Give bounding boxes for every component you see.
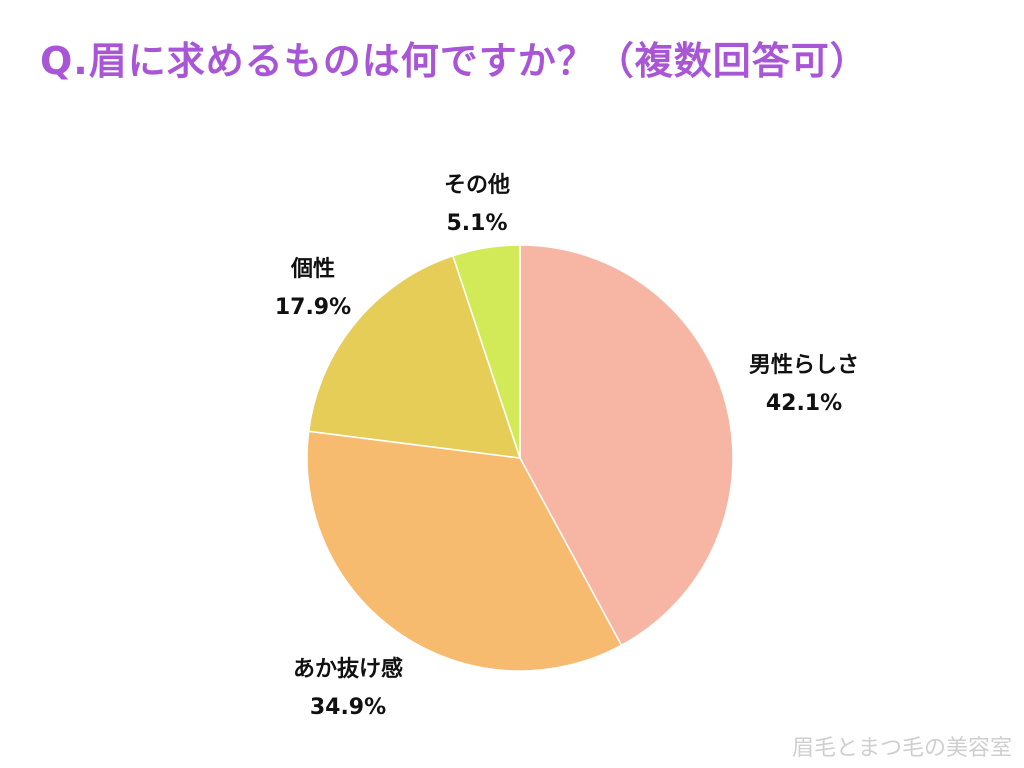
slice-category-label: 個性 [290,257,335,282]
slice-value-label: 17.9% [275,295,351,320]
watermark: 眉毛とまつ毛の美容室 [791,736,1012,761]
slice-value-label: 42.1% [766,391,842,416]
pie-slice-4 [451,244,521,459]
slice-value-label: 34.9% [310,695,386,720]
slice-category-label: その他 [444,173,510,198]
pie-labels: 男性らしさ 42.1% あか抜け感 34.9% 個性 17.9% その他 5.1% [275,173,859,720]
slice-category-label: あか抜け感 [293,656,403,682]
slice-value-label: 5.1% [446,211,507,236]
chart-title: Q.眉に求めるものは何ですか？（複数回答可） [40,39,869,83]
slice-category-label: 男性らしさ [749,353,859,378]
pie-slices [306,244,734,672]
pie-slice-3 [307,254,522,459]
pie-slice-2 [306,430,623,672]
pie-slice-1 [519,244,734,647]
